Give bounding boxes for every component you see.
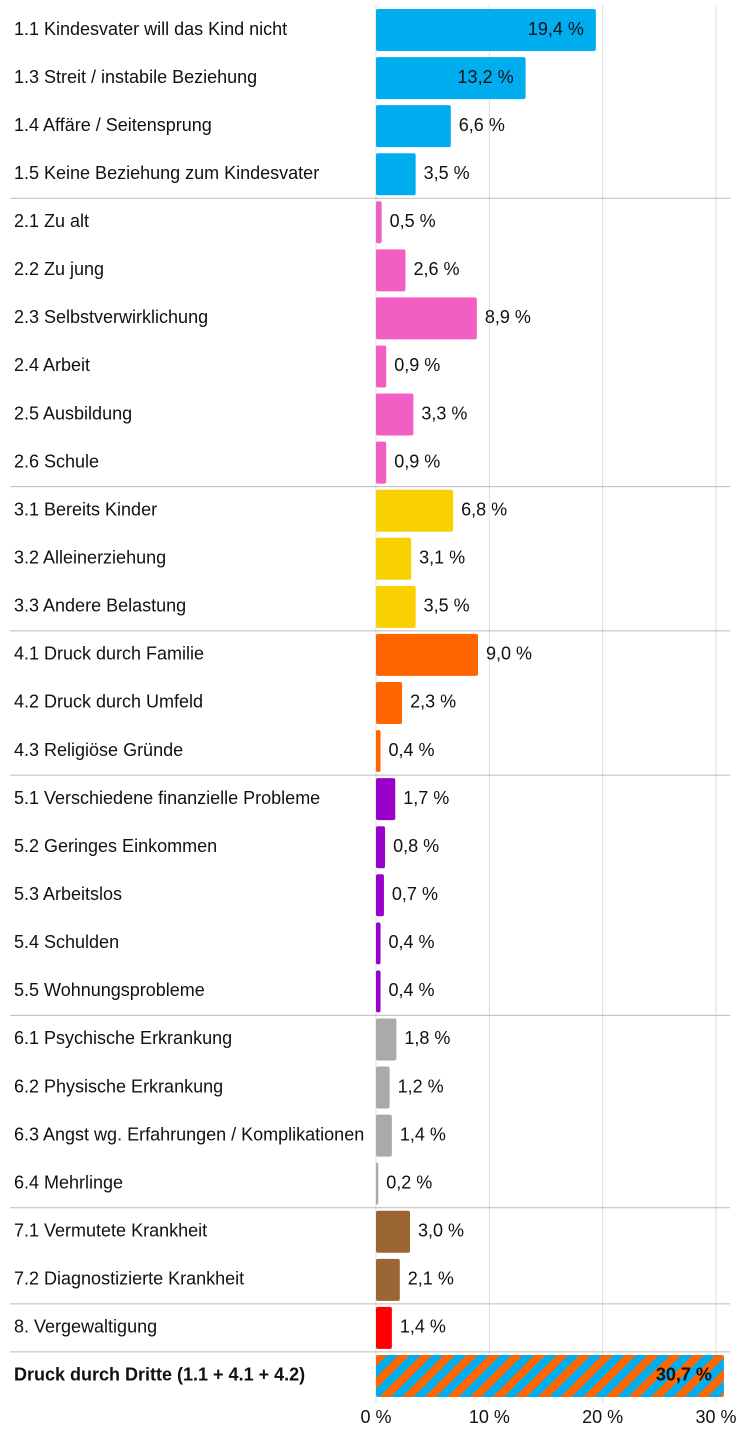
- value-label: 2,3 %: [410, 692, 456, 712]
- bar: [376, 489, 454, 532]
- value-label: 3,1 %: [419, 548, 465, 568]
- category-label: 2.2 Zu jung: [14, 259, 104, 279]
- category-label: 1.1 Kindesvater will das Kind nicht: [14, 19, 287, 39]
- bar: [376, 345, 387, 388]
- value-label: 0,9 %: [394, 355, 440, 375]
- category-label: 2.6 Schule: [14, 451, 99, 471]
- bar: [376, 730, 381, 773]
- x-tick-label: 20 %: [582, 1407, 623, 1427]
- category-label: 7.2 Diagnostizierte Krankheit: [14, 1269, 244, 1289]
- value-label: 3,3 %: [421, 403, 467, 423]
- category-label: 2.4 Arbeit: [14, 355, 90, 375]
- value-label: 1,8 %: [404, 1028, 450, 1048]
- value-label: 0,4 %: [389, 980, 435, 1000]
- bar: [376, 1018, 397, 1061]
- value-label: 9,0 %: [486, 644, 532, 664]
- value-label: 2,6 %: [413, 259, 459, 279]
- bar: [376, 1258, 400, 1301]
- bar: [376, 681, 403, 724]
- bar: [376, 1354, 724, 1397]
- value-label: 3,0 %: [418, 1221, 464, 1241]
- category-label: 7.1 Vermutete Krankheit: [14, 1221, 207, 1241]
- value-label: 13,2 %: [458, 67, 514, 87]
- category-label: 3.1 Bereits Kinder: [14, 499, 157, 519]
- bar: [376, 922, 381, 965]
- value-label: 1,7 %: [403, 788, 449, 808]
- bar: [376, 1306, 392, 1349]
- value-label: 19,4 %: [528, 19, 584, 39]
- value-label: 30,7 %: [656, 1365, 712, 1385]
- category-label: 5.1 Verschiedene finanzielle Probleme: [14, 788, 320, 808]
- value-label: 1,2 %: [398, 1076, 444, 1096]
- bar: [376, 153, 416, 196]
- value-label: 0,7 %: [392, 884, 438, 904]
- category-label: 2.5 Ausbildung: [14, 403, 132, 423]
- value-label: 0,8 %: [393, 836, 439, 856]
- value-label: 0,5 %: [390, 211, 436, 231]
- value-label: 8,9 %: [485, 307, 531, 327]
- category-label: 1.3 Streit / instabile Beziehung: [14, 67, 257, 87]
- bar: [376, 1114, 392, 1157]
- category-label: 6.2 Physische Erkrankung: [14, 1076, 223, 1096]
- value-label: 0,4 %: [389, 932, 435, 952]
- value-label: 3,5 %: [424, 596, 470, 616]
- category-label: 5.3 Arbeitslos: [14, 884, 122, 904]
- category-label: 4.2 Druck durch Umfeld: [14, 692, 203, 712]
- bar: [376, 826, 386, 869]
- value-label: 6,6 %: [459, 115, 505, 135]
- category-label: 6.1 Psychische Erkrankung: [14, 1028, 232, 1048]
- bar: [376, 105, 451, 148]
- bar: [376, 57, 526, 100]
- bar: [376, 1210, 410, 1253]
- x-tick-label: 30 %: [695, 1407, 736, 1427]
- category-label: 1.5 Keine Beziehung zum Kindesvater: [14, 163, 319, 183]
- bar: [376, 1162, 379, 1205]
- x-tick-label: 10 %: [469, 1407, 510, 1427]
- category-label: 5.5 Wohnungsprobleme: [14, 980, 205, 1000]
- category-label: 3.3 Andere Belastung: [14, 596, 186, 616]
- category-label: 5.2 Geringes Einkommen: [14, 836, 217, 856]
- category-label: 4.3 Religiöse Gründe: [14, 740, 183, 760]
- value-label: 0,9 %: [394, 451, 440, 471]
- category-label: Druck durch Dritte (1.1 + 4.1 + 4.2): [14, 1365, 305, 1385]
- value-label: 0,4 %: [389, 740, 435, 760]
- category-label: 3.2 Alleinerziehung: [14, 548, 166, 568]
- bar: [376, 633, 478, 676]
- category-label: 2.1 Zu alt: [14, 211, 89, 231]
- bar: [376, 249, 406, 292]
- bar: [376, 201, 382, 244]
- bar: [376, 778, 396, 821]
- bar: [376, 9, 596, 51]
- value-label: 3,5 %: [424, 163, 470, 183]
- category-label: 6.3 Angst wg. Erfahrungen / Komplikation…: [14, 1124, 364, 1144]
- value-label: 0,2 %: [386, 1172, 432, 1192]
- category-label: 6.4 Mehrlinge: [14, 1172, 123, 1192]
- value-label: 6,8 %: [461, 499, 507, 519]
- bar: [376, 441, 387, 484]
- bar: [376, 393, 414, 436]
- category-label: 8. Vergewaltigung: [14, 1317, 157, 1337]
- category-label: 1.4 Affäre / Seitensprung: [14, 115, 212, 135]
- x-tick-label: 0 %: [360, 1407, 391, 1427]
- bar: [376, 1066, 390, 1109]
- category-label: 2.3 Selbstverwirklichung: [14, 307, 208, 327]
- bar: [376, 874, 384, 917]
- value-label: 1,4 %: [400, 1124, 446, 1144]
- value-label: 2,1 %: [408, 1269, 454, 1289]
- bar: [376, 297, 477, 340]
- bar: [376, 970, 381, 1013]
- value-label: 1,4 %: [400, 1317, 446, 1337]
- bar: [376, 585, 416, 628]
- category-label: 5.4 Schulden: [14, 932, 119, 952]
- bar: [376, 537, 412, 580]
- category-label: 4.1 Druck durch Familie: [14, 644, 204, 664]
